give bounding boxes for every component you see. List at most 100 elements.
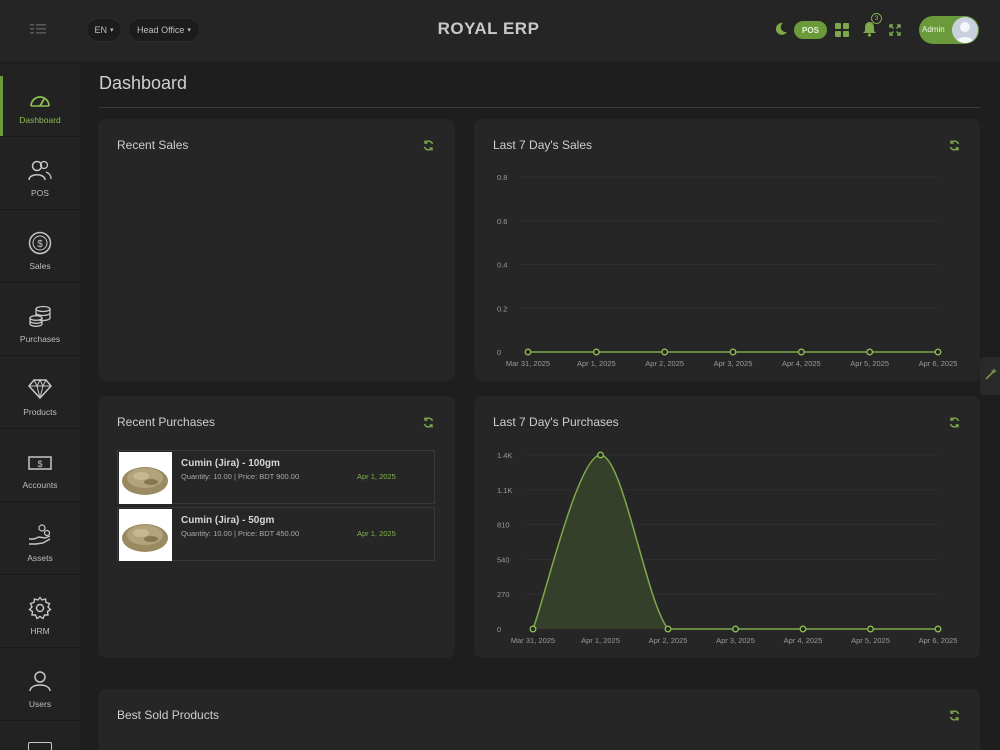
y-tick-label: 540 bbox=[497, 555, 510, 564]
sidebar-item-label: Accounts bbox=[22, 480, 58, 490]
product-info: Quantity: 10.00 | Price: BDT 900.00 bbox=[181, 472, 300, 481]
sidebar-item-pos[interactable]: POS bbox=[0, 137, 80, 210]
sidebar-item-label: HRM bbox=[30, 626, 50, 636]
card-title: Last 7 Day's Sales bbox=[493, 138, 593, 152]
data-point[interactable] bbox=[729, 348, 737, 356]
x-tick-label: Apr 1, 2025 bbox=[581, 636, 620, 645]
y-tick-label: 0 bbox=[497, 625, 501, 634]
product-thumbnail bbox=[119, 509, 172, 561]
sidebar-item-label: POS bbox=[31, 188, 49, 198]
bell-icon[interactable] bbox=[862, 21, 877, 42]
data-point[interactable] bbox=[797, 348, 805, 356]
data-point[interactable] bbox=[799, 625, 807, 633]
purchase-date: Apr 1, 2025 bbox=[357, 472, 396, 481]
sidebar-item-label: Users bbox=[28, 699, 52, 709]
data-point[interactable] bbox=[524, 348, 532, 356]
notification-badge: 3 bbox=[871, 13, 882, 24]
data-point[interactable] bbox=[664, 625, 672, 633]
top-bar: EN ▾ Head Office ▾ ROYAL ERP POS 3 Admin bbox=[0, 0, 1000, 63]
card-title: Last 7 Day's Purchases bbox=[493, 415, 619, 429]
money-icon: $ bbox=[28, 456, 52, 470]
recent-purchases-card: Recent Purchases Cumin (Jira) - 100gm Qu… bbox=[99, 397, 454, 657]
data-point[interactable] bbox=[934, 625, 942, 633]
title-divider bbox=[99, 107, 980, 108]
svg-text:$: $ bbox=[37, 239, 43, 250]
card-title: Recent Sales bbox=[117, 138, 189, 152]
x-tick-label: Apr 6, 2025 bbox=[919, 636, 958, 645]
language-selector[interactable]: EN ▾ bbox=[86, 18, 122, 42]
user-name: Admin bbox=[922, 25, 945, 34]
area-fill bbox=[533, 455, 938, 629]
chevron-down-icon: ▾ bbox=[110, 27, 114, 34]
x-tick-label: Apr 5, 2025 bbox=[850, 359, 889, 368]
card-title: Best Sold Products bbox=[117, 708, 220, 722]
purchase-date: Apr 1, 2025 bbox=[357, 529, 396, 538]
pos-button[interactable]: POS bbox=[794, 21, 827, 39]
sidebar-item-products[interactable]: Products bbox=[0, 356, 80, 429]
y-tick-label: 0.4 bbox=[497, 261, 507, 270]
user-menu[interactable]: Admin bbox=[919, 16, 979, 44]
sidebar-item-purchases[interactable]: Purchases bbox=[0, 283, 80, 356]
best-sold-card: Best Sold Products bbox=[99, 690, 979, 749]
data-point[interactable] bbox=[592, 348, 600, 356]
data-point[interactable] bbox=[529, 625, 537, 633]
list-item[interactable]: Cumin (Jira) - 50gm Quantity: 10.00 | Pr… bbox=[117, 507, 435, 561]
sidebar-item-label: Dashboard bbox=[19, 115, 61, 125]
y-tick-label: 0 bbox=[497, 348, 501, 357]
x-tick-label: Apr 4, 2025 bbox=[784, 636, 823, 645]
data-point[interactable] bbox=[661, 348, 669, 356]
hand-coins-icon bbox=[29, 524, 51, 545]
sidebar-item-hrm[interactable]: HRM bbox=[0, 575, 80, 648]
wand-icon bbox=[985, 368, 997, 380]
grid-icon[interactable] bbox=[835, 23, 849, 42]
data-point[interactable] bbox=[867, 625, 874, 633]
menu-icon[interactable] bbox=[30, 22, 50, 40]
series-line bbox=[532, 454, 938, 630]
svg-text:$: $ bbox=[37, 459, 42, 469]
x-tick-label: Apr 3, 2025 bbox=[716, 636, 755, 645]
x-tick-label: Apr 1, 2025 bbox=[577, 359, 616, 368]
sidebar-item-sales[interactable]: $ Sales bbox=[0, 210, 80, 283]
sidebar-item-label: Sales bbox=[29, 261, 51, 271]
speedometer-icon bbox=[30, 96, 50, 107]
refresh-icon[interactable] bbox=[949, 138, 960, 156]
data-point[interactable] bbox=[732, 625, 739, 633]
sidebar-item-label: Products bbox=[23, 407, 57, 417]
x-tick-label: Apr 4, 2025 bbox=[782, 359, 821, 368]
sidebar-item-assets[interactable]: Assets bbox=[0, 502, 80, 575]
branch-value: Head Office bbox=[137, 25, 185, 35]
sidebar-item-accounts[interactable]: $ Accounts bbox=[0, 429, 80, 502]
customizer-toggle[interactable] bbox=[980, 357, 1000, 395]
list-item[interactable]: Cumin (Jira) - 100gm Quantity: 10.00 | P… bbox=[117, 450, 435, 504]
diamond-icon bbox=[28, 378, 52, 400]
sidebar-item-label: Assets bbox=[27, 553, 53, 563]
branch-selector[interactable]: Head Office ▾ bbox=[128, 18, 200, 42]
y-tick-label: 1.4K bbox=[497, 451, 512, 460]
x-tick-label: Apr 3, 2025 bbox=[714, 359, 753, 368]
gear-icon bbox=[28, 596, 52, 620]
page-title: Dashboard bbox=[99, 73, 188, 93]
sidebar-item-dashboard[interactable]: Dashboard bbox=[0, 64, 80, 137]
fullscreen-icon[interactable] bbox=[889, 23, 901, 41]
data-point[interactable] bbox=[934, 348, 942, 356]
refresh-icon[interactable] bbox=[949, 415, 960, 433]
x-tick-label: Apr 5, 2025 bbox=[851, 636, 890, 645]
coins-stack-icon bbox=[29, 305, 51, 327]
refresh-icon[interactable] bbox=[949, 708, 960, 726]
y-tick-label: 0.8 bbox=[497, 173, 507, 182]
y-tick-label: 1.1K bbox=[497, 486, 512, 495]
x-tick-label: Apr 2, 2025 bbox=[645, 359, 684, 368]
user-icon bbox=[29, 671, 51, 692]
users-icon bbox=[28, 160, 52, 181]
y-tick-label: 0.6 bbox=[497, 217, 507, 226]
refresh-icon[interactable] bbox=[423, 415, 434, 433]
y-tick-label: 270 bbox=[497, 590, 510, 599]
sidebar-item-users[interactable]: Users bbox=[0, 648, 80, 721]
moon-icon[interactable] bbox=[775, 22, 788, 41]
data-point[interactable] bbox=[597, 451, 604, 459]
x-tick-label: Mar 31, 2025 bbox=[511, 636, 555, 645]
data-point[interactable] bbox=[866, 348, 874, 356]
product-name: Cumin (Jira) - 50gm bbox=[181, 515, 275, 526]
refresh-icon[interactable] bbox=[423, 138, 434, 156]
purchases-area-chart: 0 270 540 810 1.1K 1.4K Mar 31, 2025 Apr 1, 202… bbox=[497, 451, 958, 645]
